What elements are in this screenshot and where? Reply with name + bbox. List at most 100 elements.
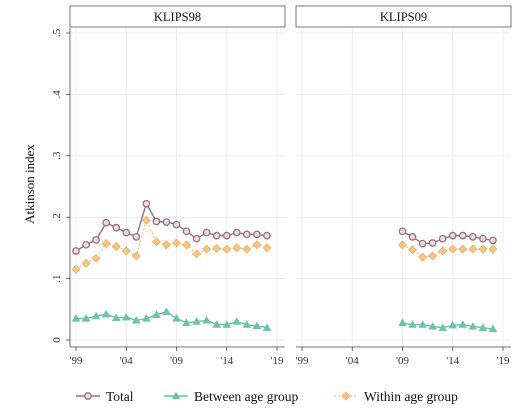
data-point — [399, 319, 407, 326]
x-tick-label: '19 — [271, 355, 284, 367]
data-point — [92, 254, 100, 262]
data-point — [153, 218, 159, 224]
gridlines — [70, 28, 285, 347]
data-point — [173, 221, 179, 227]
data-point — [112, 243, 120, 251]
legend: Total Between age group Within age group — [76, 389, 458, 404]
data-point — [419, 240, 425, 246]
data-point — [102, 310, 110, 317]
legend-label: Between age group — [194, 389, 298, 404]
data-point — [173, 315, 181, 322]
y-tick-label: .2 — [51, 213, 63, 221]
series-within-age-group — [72, 216, 271, 273]
chart-panels: KLIPS98 '99 '04 '09 '14 '19 KLIPS09 '99 '04 '09 '1… — [51, 6, 511, 367]
panel-klips98: KLIPS98 '99 '04 '09 '14 '19 — [70, 6, 285, 367]
data-point — [254, 231, 260, 237]
y-axis: 0 .1 .2 .3 .4 .5 — [51, 28, 70, 347]
series-between-age-group — [72, 308, 271, 331]
y-tick-label: .4 — [51, 90, 63, 99]
legend-swatch-marker — [342, 392, 350, 400]
data-point — [469, 245, 477, 253]
data-point — [490, 237, 496, 243]
series-total — [73, 200, 270, 254]
data-point — [163, 308, 171, 315]
data-point — [439, 247, 447, 255]
data-point — [429, 252, 437, 260]
data-point — [409, 234, 415, 240]
y-axis-title: Atkinson index — [22, 144, 37, 224]
data-point — [72, 265, 80, 273]
y-tick-label: .3 — [51, 151, 63, 160]
data-point — [224, 232, 230, 238]
x-tick-label: '99 — [296, 355, 309, 367]
x-tick-label: '04 — [120, 355, 133, 367]
data-point — [213, 245, 221, 253]
gridlines — [296, 28, 511, 347]
data-point — [460, 232, 466, 238]
data-point — [470, 234, 476, 240]
data-point — [223, 245, 231, 253]
data-point — [82, 259, 90, 267]
legend-swatch-marker — [85, 393, 91, 399]
data-point — [122, 247, 130, 255]
data-point — [103, 220, 109, 226]
data-point — [193, 235, 199, 241]
data-point — [233, 318, 241, 325]
x-tick-label: '09 — [170, 355, 183, 367]
legend-label: Total — [106, 389, 134, 404]
data-point — [489, 245, 497, 253]
y-tick-label: .1 — [51, 274, 63, 282]
y-tick-label: .5 — [51, 28, 63, 37]
legend-item-total: Total — [76, 389, 134, 404]
series-line — [403, 245, 493, 257]
data-point — [132, 252, 140, 260]
data-point — [419, 253, 427, 261]
data-point — [73, 248, 79, 254]
data-point — [449, 245, 457, 253]
data-point — [253, 241, 261, 249]
data-point — [133, 234, 139, 240]
x-tick-label: '04 — [346, 355, 359, 367]
panel-title: KLIPS98 — [154, 10, 201, 24]
data-point — [479, 245, 487, 253]
data-point — [244, 231, 250, 237]
data-point — [399, 241, 407, 249]
data-point — [214, 232, 220, 238]
data-point — [234, 229, 240, 235]
x-tick-label: '99 — [70, 355, 83, 367]
series-line — [403, 323, 493, 329]
data-point — [263, 244, 271, 252]
data-point — [203, 229, 209, 235]
data-point — [243, 245, 251, 253]
x-tick-label: '09 — [396, 355, 409, 367]
data-point — [83, 242, 89, 248]
data-point — [459, 245, 467, 253]
panel-klips09: KLIPS09 '99 '04 '09 '14 '19 — [296, 6, 511, 367]
data-point — [152, 238, 160, 246]
series-total — [399, 228, 496, 247]
data-point — [123, 229, 129, 235]
data-point — [450, 232, 456, 238]
legend-item-within-age-group: Within age group — [334, 389, 458, 404]
data-point — [409, 246, 417, 254]
data-point — [102, 240, 110, 248]
legend-item-between-age-group: Between age group — [164, 389, 298, 404]
data-point — [480, 235, 486, 241]
data-point — [429, 240, 435, 246]
data-point — [113, 224, 119, 230]
data-point — [399, 228, 405, 234]
data-point — [440, 235, 446, 241]
y-tick-label: 0 — [51, 337, 63, 343]
data-point — [163, 219, 169, 225]
data-point — [173, 239, 181, 247]
x-tick-label: '14 — [220, 355, 233, 367]
data-point — [203, 245, 211, 253]
data-point — [162, 241, 170, 249]
panel-title: KLIPS09 — [380, 10, 427, 24]
data-point — [93, 237, 99, 243]
series-between-age-group — [399, 319, 497, 332]
data-point — [143, 200, 149, 206]
series-within-age-group — [399, 241, 497, 261]
legend-label: Within age group — [364, 389, 458, 404]
